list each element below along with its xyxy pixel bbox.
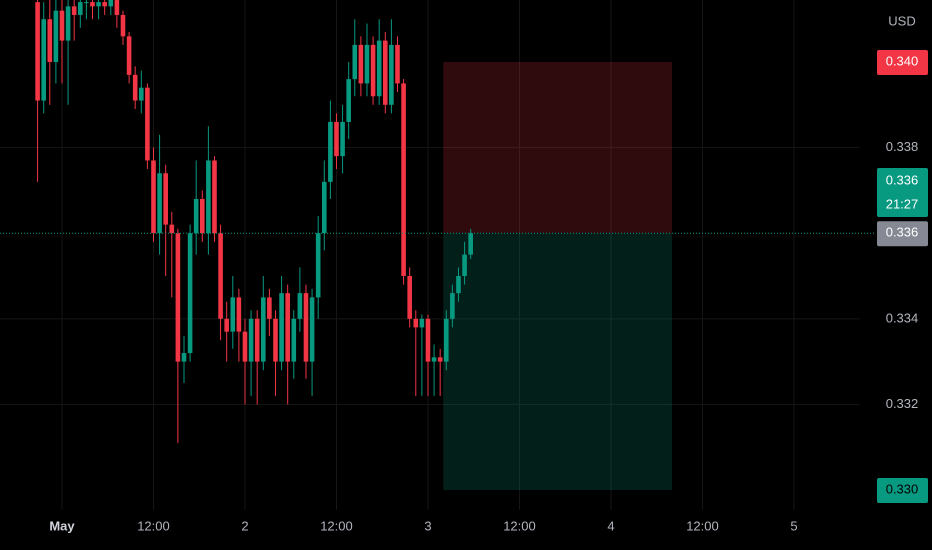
candle-body	[151, 160, 156, 234]
stop-label: 0.340	[886, 53, 919, 68]
candle-body	[273, 318, 278, 362]
x-tick-label: 12:00	[503, 518, 536, 533]
candle-body	[206, 160, 211, 234]
candle-body	[382, 40, 388, 105]
x-tick-label: 5	[790, 518, 797, 533]
entry-label: 0.336	[886, 225, 919, 240]
candle-body	[47, 19, 53, 63]
candle-body	[364, 44, 370, 84]
candle-body	[279, 293, 284, 362]
candle-body	[456, 276, 461, 294]
candle-body	[65, 6, 71, 41]
candle-body	[328, 121, 333, 182]
candle-body	[437, 357, 443, 362]
candle-body	[419, 318, 425, 328]
candle-body	[431, 357, 437, 362]
candle-body	[169, 224, 175, 234]
candle-body	[254, 318, 260, 362]
candle-body	[212, 160, 217, 234]
candle-body	[462, 254, 467, 277]
candle-body	[352, 44, 358, 80]
candle-body	[425, 318, 431, 362]
candle-body	[334, 121, 339, 157]
candle-body	[41, 19, 46, 101]
y-tick-label: 0.338	[886, 139, 919, 154]
candle-body	[407, 276, 412, 319]
candle-body	[90, 2, 95, 7]
candle-body	[218, 233, 223, 319]
candle-body	[35, 2, 40, 101]
last-price-badge	[877, 168, 928, 217]
candle-body	[291, 318, 297, 362]
candle-body	[450, 293, 455, 319]
candle-body	[132, 74, 138, 101]
candle-body	[260, 297, 266, 362]
candle-body	[248, 318, 254, 362]
candle-body	[321, 181, 327, 234]
candle-body	[236, 297, 242, 332]
candle-body	[395, 44, 400, 84]
candle-body	[346, 79, 351, 122]
x-tick-label: 3	[424, 518, 431, 533]
currency-label: USD	[888, 13, 915, 28]
x-tick-label: 2	[241, 518, 248, 533]
candle-body	[163, 173, 168, 225]
x-tick-label: 12:00	[320, 518, 353, 533]
candle-body	[303, 293, 309, 362]
candle-body	[96, 2, 101, 7]
entry-badge	[877, 221, 928, 247]
candle-body	[309, 297, 315, 362]
candle-body	[138, 87, 144, 101]
candle-body	[443, 318, 449, 362]
stop-badge	[877, 50, 928, 76]
candle-body	[181, 353, 187, 362]
x-tick-label: 12:00	[137, 518, 170, 533]
candle-body	[187, 233, 193, 354]
y-tick-label: 0.334	[886, 310, 919, 325]
candle-body	[230, 297, 236, 332]
y-tick-label: 0.332	[886, 396, 919, 411]
countdown-label: 21:27	[886, 196, 919, 211]
candle-body	[102, 2, 107, 7]
x-tick-label: 12:00	[686, 518, 719, 533]
candle-body	[71, 6, 77, 15]
candle-body	[315, 233, 321, 298]
candle-body	[389, 44, 394, 105]
candle-body	[114, 0, 120, 15]
candle-body	[59, 10, 65, 41]
candle-body	[401, 83, 406, 277]
candle-body	[126, 36, 132, 75]
stop-zone	[443, 62, 672, 234]
target-label: 0.330	[886, 481, 919, 496]
target-badge	[877, 478, 928, 504]
candle-body	[376, 40, 382, 97]
candle-body	[340, 121, 345, 157]
candle-body	[297, 293, 303, 319]
candle-body	[285, 293, 290, 362]
x-tick-label: May	[49, 518, 75, 533]
candle-body	[267, 297, 272, 319]
target-zone	[443, 233, 672, 491]
candle-body	[224, 318, 229, 332]
x-tick-label: 4	[607, 518, 614, 533]
candle-body	[193, 198, 199, 234]
candle-body	[108, 0, 114, 7]
candle-body	[84, 2, 89, 4]
candle-body	[53, 10, 59, 63]
last-price-label: 0.336	[886, 172, 919, 187]
candle-body	[358, 44, 364, 84]
candle-body	[199, 198, 205, 234]
candle-body	[157, 173, 162, 234]
candle-body	[242, 331, 248, 362]
candle-body	[370, 44, 376, 97]
candle-body	[175, 233, 181, 362]
candle-body	[120, 14, 126, 37]
candle-body	[468, 233, 473, 255]
candle-body	[413, 318, 419, 328]
candle-body	[77, 2, 83, 15]
candle-body	[145, 87, 150, 161]
